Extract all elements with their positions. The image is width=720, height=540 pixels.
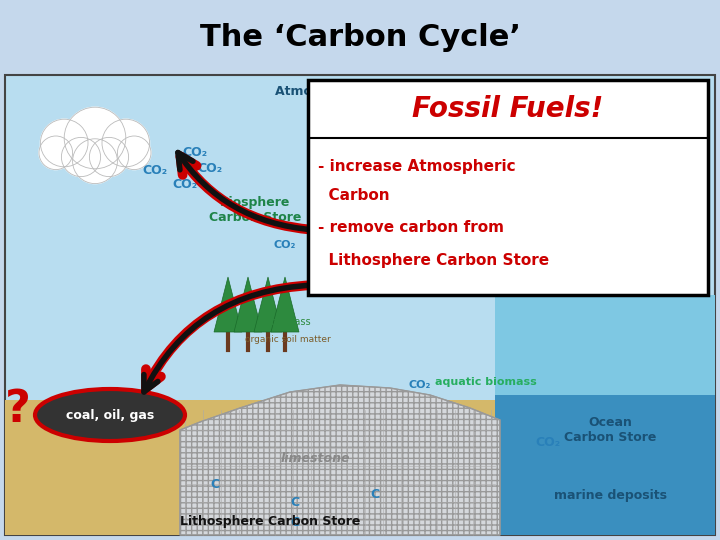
Circle shape	[102, 119, 150, 167]
Text: - remove carbon from: - remove carbon from	[318, 220, 504, 235]
Circle shape	[40, 119, 88, 167]
Text: ?: ?	[5, 388, 31, 431]
Bar	[495, 295, 715, 395]
Circle shape	[117, 136, 151, 170]
Text: C: C	[370, 489, 379, 502]
Text: CO₂: CO₂	[197, 161, 222, 174]
Polygon shape	[234, 277, 262, 332]
Circle shape	[39, 136, 73, 170]
Text: CO₂: CO₂	[182, 145, 207, 159]
Text: marine deposits: marine deposits	[554, 489, 667, 502]
Polygon shape	[180, 385, 500, 535]
Circle shape	[610, 120, 634, 144]
Text: C: C	[210, 478, 220, 491]
Circle shape	[64, 107, 126, 169]
Text: C: C	[290, 516, 300, 529]
Circle shape	[73, 139, 117, 184]
Bar	[495, 395, 715, 535]
Polygon shape	[271, 277, 299, 332]
Circle shape	[666, 120, 690, 144]
Text: CO₂: CO₂	[143, 164, 168, 177]
Circle shape	[628, 96, 672, 140]
Circle shape	[89, 137, 129, 177]
Circle shape	[61, 137, 101, 177]
Circle shape	[655, 108, 689, 142]
Text: aquatic biomass: aquatic biomass	[435, 377, 536, 387]
Text: CO₂: CO₂	[274, 240, 296, 250]
Text: The ‘Carbon Cycle’: The ‘Carbon Cycle’	[199, 24, 521, 52]
Text: C: C	[290, 496, 300, 509]
Text: - increase Atmospheric: - increase Atmospheric	[318, 159, 516, 173]
Text: Lithosphere Carbon Store: Lithosphere Carbon Store	[318, 253, 549, 267]
Text: Atmosphere Carbon Store: Atmosphere Carbon Store	[275, 85, 457, 98]
Bar	[0, 0, 720, 75]
Text: CO₂: CO₂	[172, 179, 197, 192]
Text: Carbon: Carbon	[318, 188, 390, 204]
Text: CO₂: CO₂	[409, 380, 431, 390]
Text: limestone: limestone	[280, 451, 350, 464]
Circle shape	[626, 121, 654, 149]
Polygon shape	[214, 277, 242, 332]
Polygon shape	[254, 277, 282, 332]
Bar	[5, 75, 715, 535]
Text: CO₂: CO₂	[536, 435, 561, 449]
Circle shape	[634, 122, 666, 154]
Text: Ocean
Carbon Store: Ocean Carbon Store	[564, 416, 656, 444]
Ellipse shape	[35, 389, 185, 441]
Circle shape	[611, 108, 645, 142]
Text: coal, oil, gas: coal, oil, gas	[66, 408, 154, 422]
Text: Biosphere
Carbon Store: Biosphere Carbon Store	[209, 196, 301, 224]
Bar	[5, 400, 495, 535]
Circle shape	[646, 121, 674, 149]
Text: Lithosphere Carbon Store: Lithosphere Carbon Store	[180, 516, 360, 529]
Text: biomass: biomass	[270, 317, 310, 327]
Text: organic soil matter: organic soil matter	[245, 335, 330, 345]
FancyBboxPatch shape	[308, 80, 708, 295]
Text: Fossil Fuels!: Fossil Fuels!	[413, 95, 603, 123]
